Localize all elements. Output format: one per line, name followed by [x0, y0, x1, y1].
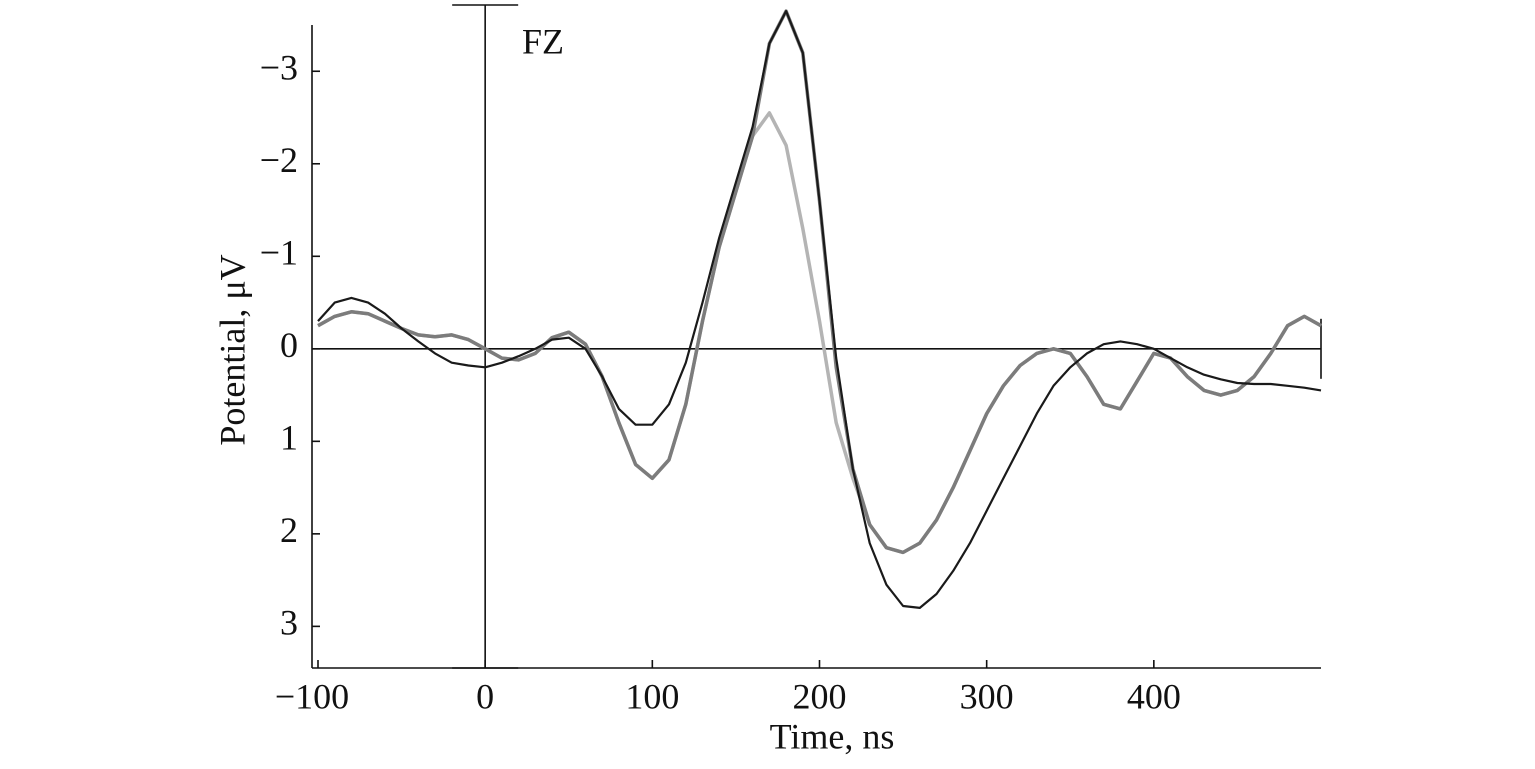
x-axis-label: Time, ns — [770, 716, 895, 756]
series-line — [317, 10, 1322, 609]
y-tick-label: 3 — [280, 603, 298, 643]
y-axis-label: Potential, μV — [212, 254, 252, 445]
series-line — [317, 9, 1322, 555]
x-tick-label: 0 — [476, 676, 494, 716]
annotation: FZ — [522, 21, 564, 61]
x-tick-label: 100 — [625, 676, 679, 716]
y-tick-label: 0 — [280, 325, 298, 365]
x-tick-label: 300 — [960, 676, 1014, 716]
y-tick-label: 2 — [280, 510, 298, 550]
series-line — [317, 111, 1322, 555]
x-tick-label: 400 — [1127, 676, 1181, 716]
y-tick-label: −2 — [260, 140, 298, 180]
y-tick-label: −3 — [260, 48, 298, 88]
y-tick-label: 1 — [280, 418, 298, 458]
x-tick-label: 200 — [793, 676, 847, 716]
y-tick-label: −1 — [260, 233, 298, 273]
x-tick-label: −100 — [275, 676, 349, 716]
